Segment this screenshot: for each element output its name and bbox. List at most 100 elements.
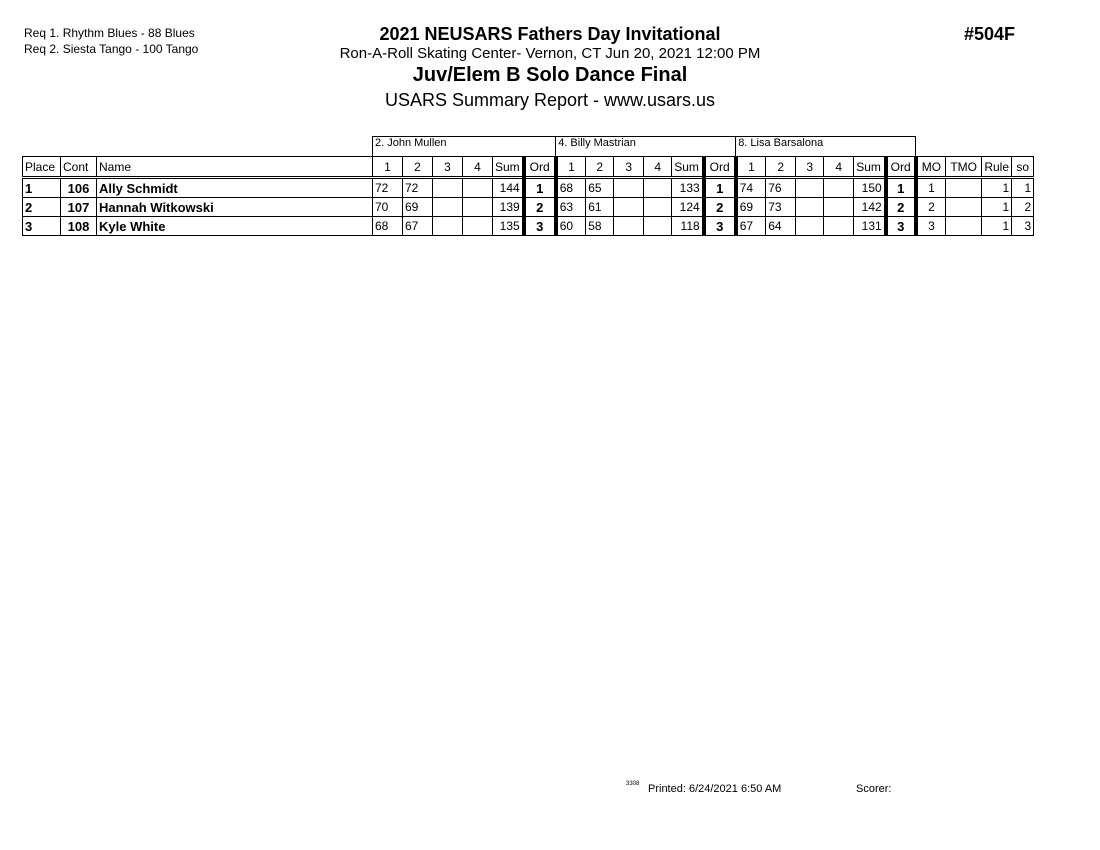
- mark-cell: 60: [555, 216, 587, 236]
- mark-cell: [643, 197, 673, 217]
- rule-cell: 1: [981, 177, 1013, 198]
- header-mark-3: 3: [432, 156, 463, 179]
- footer-code: 3308: [626, 781, 640, 787]
- mark-cell: [643, 216, 673, 236]
- header-sum: Sum: [491, 156, 526, 179]
- sum-cell: 150: [853, 177, 888, 198]
- ord-cell: 3: [885, 216, 918, 236]
- ord-cell: 3: [523, 216, 558, 236]
- header-rule: Rule: [981, 156, 1013, 179]
- judge-name: 8. Lisa Barsalona: [735, 136, 917, 157]
- mark-cell: 69: [402, 197, 433, 217]
- column-header-row: Place Cont Name 1 2 3 4 Sum Ord 1 2 3 4 Sum Ord 1 2 3 4 Sum…: [22, 156, 1035, 179]
- sum-cell: 131: [853, 216, 888, 236]
- place-cell: 1: [22, 177, 61, 198]
- mark-cell: [823, 197, 855, 217]
- requirement-1: Req 1. Rhythm Blues - 88 Blues: [24, 26, 195, 40]
- mark-cell: 61: [585, 197, 615, 217]
- mark-cell: [795, 177, 825, 198]
- ord-cell: 1: [523, 177, 558, 198]
- header-mark-2: 2: [585, 156, 615, 179]
- ord-cell: 3: [703, 216, 738, 236]
- ord-cell: 1: [703, 177, 738, 198]
- header-mo: MO: [915, 156, 947, 179]
- requirement-2: Req 2. Siesta Tango - 100 Tango: [24, 42, 199, 56]
- header-ord: Ord: [885, 156, 918, 179]
- header-mark-1: 1: [555, 156, 587, 179]
- mark-cell: 72: [402, 177, 433, 198]
- name-cell: Ally Schmidt: [96, 177, 373, 198]
- spacer: [23, 137, 373, 157]
- header-mark-4: 4: [643, 156, 673, 179]
- sum-cell: 124: [671, 197, 706, 217]
- mark-cell: 58: [585, 216, 615, 236]
- mark-cell: [643, 177, 673, 198]
- place-cell: 2: [22, 197, 61, 217]
- sum-cell: 142: [853, 197, 888, 217]
- so-cell: 1: [1011, 177, 1035, 198]
- mark-cell: [823, 177, 855, 198]
- mark-cell: 67: [402, 216, 433, 236]
- event-title: Juv/Elem B Solo Dance Final: [412, 64, 688, 86]
- cont-cell: 108: [60, 216, 97, 236]
- header-cont: Cont: [60, 156, 97, 179]
- mark-cell: [613, 197, 645, 217]
- header-mark-3: 3: [613, 156, 645, 179]
- printed-date: Printed: 6/24/2021 6:50 AM: [648, 783, 782, 795]
- sum-cell: 144: [491, 177, 526, 198]
- mark-cell: [462, 177, 493, 198]
- mark-cell: [462, 197, 493, 217]
- venue-line: Ron-A-Roll Skating Center- Vernon, CT Ju…: [339, 45, 761, 62]
- mark-cell: [613, 216, 645, 236]
- mark-cell: [795, 216, 825, 236]
- header-tmo: TMO: [945, 156, 983, 179]
- mark-cell: 64: [765, 216, 797, 236]
- sum-cell: 133: [671, 177, 706, 198]
- so-cell: 2: [1011, 197, 1035, 217]
- mark-cell: 69: [735, 197, 767, 217]
- judge-name: 4. Billy Mastrian: [555, 136, 737, 157]
- mark-cell: [462, 216, 493, 236]
- mark-cell: [432, 177, 463, 198]
- header-place: Place: [22, 156, 61, 179]
- table-row: 2 107 Hannah Witkowski 70 69 139 2 63 61 124 2 69 73…: [22, 197, 1035, 217]
- header-mark-1: 1: [372, 156, 403, 179]
- competition-title: 2021 NEUSARS Fathers Day Invitational: [379, 24, 721, 44]
- table-row: 3 108 Kyle White 68 67 135 3 60 58 118 3 67 64 131 3 3 1…: [22, 216, 1035, 236]
- name-cell: Kyle White: [96, 216, 373, 236]
- tmo-cell: [945, 216, 983, 236]
- judge-header-row: 2. John Mullen 4. Billy Mastrian 8. Lisa B…: [23, 136, 1034, 157]
- rule-cell: 1: [981, 197, 1013, 217]
- header-mark-2: 2: [765, 156, 797, 179]
- place-cell: 3: [22, 216, 61, 236]
- header-mark-4: 4: [823, 156, 855, 179]
- sum-cell: 118: [671, 216, 706, 236]
- event-number: #504F: [964, 24, 1016, 44]
- mo-cell: 1: [915, 177, 947, 198]
- header-ord: Ord: [523, 156, 558, 179]
- judge-name: 2. John Mullen: [371, 136, 557, 157]
- report-title: USARS Summary Report - www.usars.us: [384, 90, 716, 110]
- ord-cell: 2: [523, 197, 558, 217]
- header-mark-1: 1: [735, 156, 767, 179]
- mark-cell: 72: [372, 177, 403, 198]
- header-name: Name: [96, 156, 373, 179]
- table-row: 1 106 Ally Schmidt 72 72 144 1 68 65 133 1 74 76 150 1…: [22, 177, 1035, 198]
- header-sum: Sum: [853, 156, 888, 179]
- results-table: 2. John Mullen 4. Billy Mastrian 8. Lisa B…: [22, 136, 1035, 236]
- tmo-cell: [945, 177, 983, 198]
- mark-cell: 63: [555, 197, 587, 217]
- mo-cell: 2: [915, 197, 947, 217]
- mark-cell: 70: [372, 197, 403, 217]
- mark-cell: 68: [372, 216, 403, 236]
- mark-cell: [795, 197, 825, 217]
- mark-cell: 73: [765, 197, 797, 217]
- so-cell: 3: [1011, 216, 1035, 236]
- cont-cell: 107: [60, 197, 97, 217]
- sum-cell: 135: [491, 216, 526, 236]
- rule-cell: 1: [981, 216, 1013, 236]
- cont-cell: 106: [60, 177, 97, 198]
- mark-cell: [432, 216, 463, 236]
- mark-cell: 74: [735, 177, 767, 198]
